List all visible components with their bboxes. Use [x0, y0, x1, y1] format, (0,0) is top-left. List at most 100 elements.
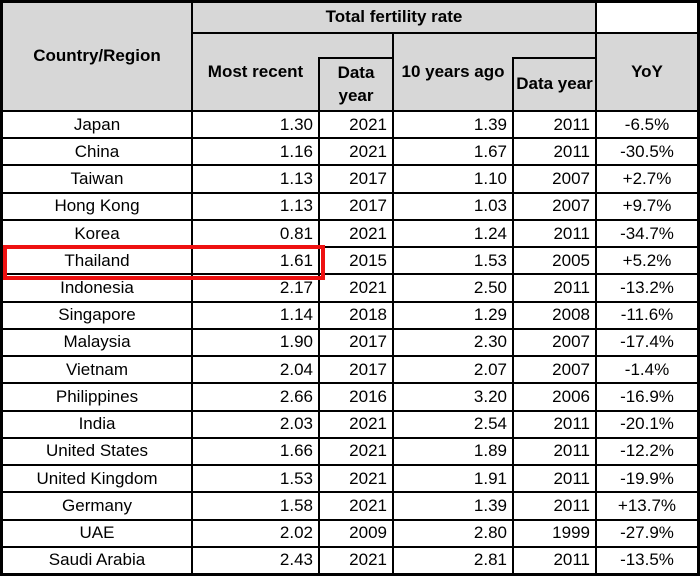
data-year-2-cell: 2011 [512, 137, 595, 165]
most-recent-cell: 0.81 [191, 218, 318, 247]
country-cell: Vietnam [3, 355, 191, 382]
ten-years-ago-cell: 2.30 [392, 327, 512, 356]
country-cell: Korea [3, 218, 191, 246]
data-year-2-cell: 2011 [512, 409, 595, 437]
most-recent-cell: 2.66 [191, 382, 318, 410]
most-recent-cell: 1.16 [191, 137, 318, 165]
data-year-cell: 2015 [318, 246, 392, 274]
header-data-year-2: Data year [512, 57, 595, 110]
yoy-cell: +9.7% [595, 191, 697, 219]
country-cell: Japan [3, 110, 191, 137]
data-year-2-cell: 2011 [512, 110, 595, 138]
ten-years-ago-cell: 1.39 [392, 491, 512, 519]
ten-years-ago-cell: 2.80 [392, 518, 512, 546]
country-cell: Thailand [3, 246, 191, 273]
data-year-cell: 2021 [318, 137, 392, 165]
country-cell: Hong Kong [3, 191, 191, 219]
data-year-cell: 2021 [318, 273, 392, 301]
data-year-2-cell: 2011 [512, 218, 595, 247]
most-recent-cell: 1.30 [191, 110, 318, 138]
most-recent-cell: 1.66 [191, 436, 318, 465]
most-recent-cell: 2.04 [191, 355, 318, 383]
ten-years-ago-cell: 3.20 [392, 382, 512, 410]
most-recent-cell: 2.03 [191, 409, 318, 437]
most-recent-cell: 1.13 [191, 164, 318, 192]
data-year-2-cell: 2011 [512, 464, 595, 492]
most-recent-cell: 2.17 [191, 273, 318, 301]
most-recent-cell: 1.13 [191, 191, 318, 219]
yoy-cell: -12.2% [595, 436, 697, 465]
yoy-cell: -16.9% [595, 382, 697, 410]
header-filler-right [512, 32, 595, 57]
ten-years-ago-cell: 1.67 [392, 137, 512, 165]
header-most-recent: Most recent [191, 32, 318, 110]
ten-years-ago-cell: 1.29 [392, 300, 512, 328]
data-year-cell: 2017 [318, 355, 392, 383]
header-empty-cell [595, 3, 697, 32]
data-year-2-cell: 1999 [512, 518, 595, 546]
yoy-cell: -19.9% [595, 464, 697, 492]
data-year-cell: 2009 [318, 518, 392, 546]
country-cell: United Kingdom [3, 464, 191, 491]
country-cell: United States [3, 436, 191, 464]
data-year-cell: 2021 [318, 491, 392, 519]
data-year-cell: 2021 [318, 436, 392, 465]
yoy-cell: -20.1% [595, 409, 697, 437]
ten-years-ago-cell: 1.91 [392, 464, 512, 492]
ten-years-ago-cell: 1.03 [392, 191, 512, 219]
data-year-2-cell: 2011 [512, 491, 595, 519]
data-year-cell: 2016 [318, 382, 392, 410]
ten-years-ago-cell: 1.24 [392, 218, 512, 247]
data-year-2-cell: 2007 [512, 355, 595, 383]
data-year-cell: 2021 [318, 545, 392, 573]
data-year-2-cell: 2007 [512, 191, 595, 219]
data-year-cell: 2017 [318, 327, 392, 356]
most-recent-cell: 1.90 [191, 327, 318, 356]
data-year-cell: 2021 [318, 110, 392, 138]
ten-years-ago-cell: 2.81 [392, 545, 512, 573]
yoy-cell: +13.7% [595, 491, 697, 519]
ten-years-ago-cell: 2.50 [392, 273, 512, 301]
ten-years-ago-cell: 1.39 [392, 110, 512, 138]
country-cell: Saudi Arabia [3, 545, 191, 573]
ten-years-ago-cell: 2.54 [392, 409, 512, 437]
data-year-2-cell: 2007 [512, 164, 595, 192]
country-cell: Singapore [3, 300, 191, 328]
data-year-cell: 2021 [318, 464, 392, 492]
data-year-2-cell: 2008 [512, 300, 595, 328]
most-recent-cell: 1.14 [191, 300, 318, 328]
data-year-cell: 2017 [318, 191, 392, 219]
table-grid: Country/Region Total fertility rate Most… [3, 3, 697, 573]
yoy-cell: -13.2% [595, 273, 697, 301]
data-year-2-cell: 2007 [512, 327, 595, 356]
country-cell: China [3, 137, 191, 164]
yoy-cell: -1.4% [595, 355, 697, 383]
most-recent-cell: 1.53 [191, 464, 318, 492]
header-total-fertility-rate: Total fertility rate [191, 3, 595, 32]
header-yoy: YoY [595, 32, 697, 110]
country-cell: UAE [3, 518, 191, 546]
header-10-years-ago: 10 years ago [392, 32, 512, 110]
data-year-cell: 2021 [318, 218, 392, 247]
country-cell: Malaysia [3, 327, 191, 355]
data-year-cell: 2018 [318, 300, 392, 328]
yoy-cell: -27.9% [595, 518, 697, 546]
country-cell: India [3, 409, 191, 437]
yoy-cell: -17.4% [595, 327, 697, 356]
header-filler-left [318, 32, 392, 57]
data-year-2-cell: 2005 [512, 246, 595, 274]
data-year-2-cell: 2011 [512, 545, 595, 573]
ten-years-ago-cell: 1.89 [392, 436, 512, 465]
yoy-cell: +5.2% [595, 246, 697, 274]
yoy-cell: -6.5% [595, 110, 697, 138]
country-cell: Germany [3, 491, 191, 518]
yoy-cell: -30.5% [595, 137, 697, 165]
yoy-cell: -11.6% [595, 300, 697, 328]
ten-years-ago-cell: 2.07 [392, 355, 512, 383]
data-year-2-cell: 2011 [512, 436, 595, 465]
ten-years-ago-cell: 1.10 [392, 164, 512, 192]
most-recent-cell: 1.58 [191, 491, 318, 519]
country-cell: Taiwan [3, 164, 191, 191]
most-recent-cell: 1.61 [191, 246, 318, 274]
